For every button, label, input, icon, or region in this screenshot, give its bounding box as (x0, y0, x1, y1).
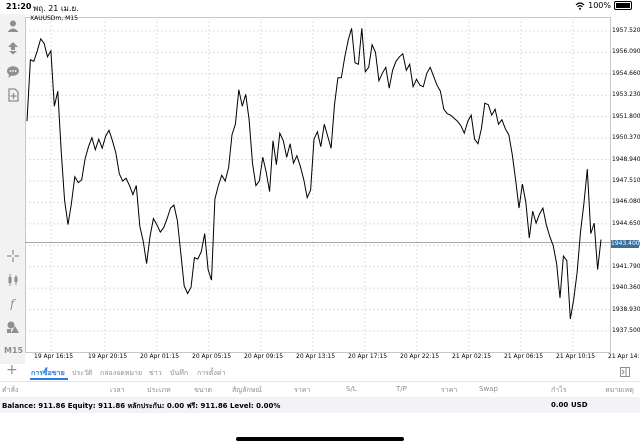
add-document-icon (8, 88, 19, 102)
y-tick-label: 1947.510 (612, 177, 640, 184)
chat-button[interactable] (4, 63, 22, 81)
chart-symbol: XAUUSDm, M15 (30, 15, 78, 22)
account-button[interactable] (4, 17, 22, 35)
svg-text:f: f (9, 297, 17, 310)
x-tick-label: 20 Apr 05:15 (192, 353, 232, 360)
balance-row: Balance: 911.86 Equity: 911.86 หลักประกั… (0, 397, 640, 413)
price-chart[interactable]: XAUUSDm, M15 1957.520 1956.090 1954.660 195… (25, 14, 640, 364)
battery-percent: 100% (588, 1, 611, 10)
chart-frame (25, 17, 611, 353)
function-icon: f (9, 297, 17, 310)
x-tick-label: 20 Apr 13:15 (296, 353, 336, 360)
left-toolbar: f M15 (0, 14, 25, 364)
y-tick-label: 1950.370 (612, 134, 640, 142)
y-tick-label: 1944.650 (612, 219, 640, 227)
tab-settings[interactable]: การตั้งค่า (197, 369, 226, 377)
x-tick-label: 21 Apr 02:15 (452, 353, 492, 360)
col-volume: ขนาด (194, 386, 213, 394)
x-tick-label: 19 Apr 16:15 (34, 353, 74, 360)
trade-table-header: คำสั่ง เวลา ประเภท ขนาด สัญลักษณ์ ราคา S… (0, 381, 640, 396)
col-comment: หมายเหตุ (605, 386, 634, 394)
x-tick-label: 19 Apr 20:15 (88, 353, 128, 360)
x-tick-label: 21 Apr 14:15 (608, 353, 640, 360)
col-time: เวลา (110, 386, 125, 394)
panel-toggle-icon[interactable] (620, 367, 630, 377)
col-tp: T/P (396, 385, 407, 393)
tab-mailbox[interactable]: กล่องจดหมาย (100, 369, 143, 377)
y-tick-label: 1938.930 (612, 305, 640, 313)
candlestick-icon (8, 274, 18, 286)
tab-journal[interactable]: บันทึก (170, 369, 189, 377)
y-tick-label: 1940.360 (612, 284, 640, 292)
x-tick-label: 20 Apr 01:15 (140, 353, 180, 360)
objects-button[interactable] (4, 318, 22, 336)
y-tick-label: 1953.230 (612, 91, 640, 99)
balance-summary: Balance: 911.86 Equity: 911.86 หลักประกั… (2, 402, 281, 410)
y-tick-label: 1956.090 (612, 48, 640, 56)
tab-trade[interactable]: การซื้อขาย (31, 369, 65, 377)
shapes-icon (7, 321, 19, 333)
y-tick-label: 1941.790 (612, 262, 640, 270)
current-price-label: 1943.400 (611, 240, 640, 248)
toolbox-tabs: + การซื้อขาย ประวัติ กล่องจดหมาย ข่าว บั… (0, 362, 640, 380)
y-tick-label: 1951.800 (612, 112, 640, 120)
home-indicator (236, 437, 404, 441)
active-tab-indicator (30, 378, 68, 380)
crosshair-button[interactable] (4, 247, 22, 265)
total-profit: 0.00 (551, 401, 569, 409)
col-type: ประเภท (147, 386, 171, 394)
x-tick-label: 21 Apr 06:15 (504, 353, 544, 360)
trade-button[interactable] (4, 39, 22, 57)
y-tick-label: 1946.080 (612, 198, 640, 206)
y-tick-label: 1948.940 (612, 155, 640, 163)
status-date: พฤ. 21 เม.ย. (33, 4, 79, 13)
price-series-line (26, 28, 602, 320)
x-tick-label: 20 Apr 22:15 (400, 353, 440, 360)
col-swap: Swap (479, 385, 498, 393)
col-profit: กำไร (551, 386, 567, 394)
trade-arrows-icon (8, 42, 18, 55)
col-price: ราคา (294, 386, 311, 394)
col-sl: S/L (346, 385, 357, 393)
x-tick-label: 20 Apr 09:15 (244, 353, 284, 360)
new-order-button[interactable] (4, 86, 22, 104)
tab-news[interactable]: ข่าว (149, 369, 162, 377)
y-tick-label: 1954.660 (612, 69, 640, 77)
col-current-price: ราคา (441, 386, 458, 394)
currency-label: USD (571, 401, 588, 409)
person-icon (7, 20, 19, 32)
add-icon[interactable]: + (6, 362, 18, 378)
x-tick-label: 21 Apr 10:15 (556, 353, 596, 360)
status-bar: 21:20 พฤ. 21 เม.ย. 100% (0, 0, 640, 14)
battery-icon (614, 1, 632, 10)
indicators-button[interactable]: f (4, 294, 22, 312)
col-order: คำสั่ง (2, 386, 19, 394)
y-tick-label: 1937.500 (612, 327, 640, 334)
col-symbol: สัญลักษณ์ (232, 386, 262, 394)
x-tick-label: 20 Apr 17:15 (348, 353, 388, 360)
wifi-icon (575, 1, 585, 10)
timeframe-button[interactable]: M15 (4, 346, 24, 355)
status-time: 21:20 (6, 2, 32, 11)
status-right: 100% (575, 1, 632, 10)
tab-history[interactable]: ประวัติ (72, 369, 93, 377)
y-tick-label: 1957.520 (612, 27, 640, 34)
chat-bubble-icon (7, 66, 19, 78)
crosshair-icon (7, 250, 19, 262)
chart-type-button[interactable] (4, 271, 22, 289)
chart-canvas[interactable] (25, 14, 640, 364)
